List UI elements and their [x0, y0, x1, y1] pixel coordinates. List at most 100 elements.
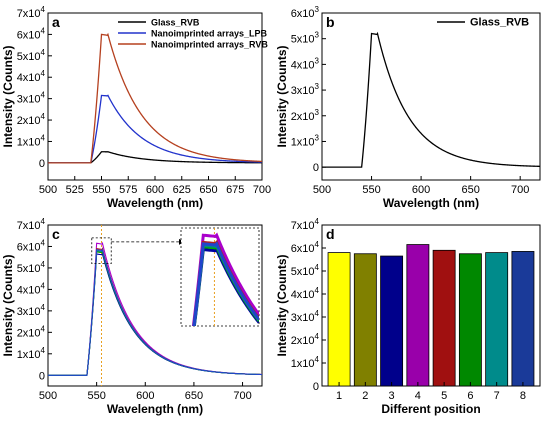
bar-6 — [458, 253, 482, 387]
panel-label: b — [326, 14, 335, 30]
x-tick-label: 600 — [146, 184, 164, 196]
x-tick-label: 550 — [92, 184, 110, 196]
x-tick-label: 1 — [336, 390, 342, 402]
bar-7 — [485, 252, 509, 387]
x-tick-label: 550 — [362, 184, 380, 196]
y-tick-label: 3x103 — [291, 82, 320, 97]
plot-frame — [47, 224, 263, 387]
y-tick-label: 2x103 — [291, 108, 320, 123]
legend: Glass_RVB — [437, 17, 529, 29]
x-tick-label: 650 — [185, 390, 203, 402]
plot-area — [322, 31, 540, 168]
plot-frame — [321, 12, 541, 181]
bar-1 — [327, 252, 351, 387]
x-tick-label: 600 — [136, 390, 154, 402]
series-line-8 — [48, 248, 262, 376]
bar-5 — [432, 249, 456, 387]
series-line-1 — [322, 31, 540, 168]
legend-entry: Nanoimprinted arrays_RVB — [151, 40, 268, 50]
x-tick-label: 525 — [66, 184, 84, 196]
y-axis-label: Intensity (Counts) — [1, 255, 15, 357]
y-axis-label: Intensity (Counts) — [275, 46, 289, 148]
inset-series-line-8 — [192, 241, 259, 326]
x-tick-label: 3 — [389, 390, 395, 402]
legend-entry: Nanoimprinted arrays_LPB — [151, 29, 268, 39]
x-tick-label: 550 — [87, 390, 105, 402]
panel-label: a — [52, 14, 60, 30]
y-tick-label: 3x104 — [17, 303, 46, 318]
x-tick-label: 4 — [415, 390, 421, 402]
y-tick-label: 6x104 — [17, 26, 46, 41]
x-tick-label: 700 — [233, 390, 251, 402]
bar-4 — [406, 244, 430, 387]
x-tick-label: 700 — [253, 184, 271, 196]
y-tick-label: 3x104 — [17, 91, 46, 106]
x-axis-label: Wavelength (nm) — [383, 196, 479, 210]
y-tick-label: 6x104 — [17, 238, 46, 253]
y-tick-label: 7x104 — [17, 5, 46, 20]
x-tick-label: 600 — [412, 184, 430, 196]
plot-area — [48, 32, 262, 164]
bar-2 — [353, 253, 377, 387]
y-tick-label: 6x103 — [291, 5, 320, 20]
y-tick-label: 1x103 — [291, 133, 320, 148]
x-tick-label: 625 — [173, 184, 191, 196]
x-axis-label: Wavelength (nm) — [107, 402, 203, 416]
zoom-box — [91, 237, 112, 265]
y-tick-label: 5x104 — [291, 263, 320, 278]
y-tick-label: 1x104 — [17, 346, 46, 361]
y-tick-label: 1x104 — [17, 133, 46, 148]
y-tick-label: 2x104 — [291, 332, 320, 347]
y-tick-label: 4x104 — [291, 286, 320, 301]
x-axis-label: Different position — [381, 402, 480, 416]
plot-frame — [321, 224, 541, 387]
bar-8 — [511, 251, 535, 387]
x-tick-label: 700 — [511, 184, 529, 196]
panel-d: d Intensity (Counts) Different position 0 1x… — [275, 217, 541, 416]
x-tick-label: 650 — [199, 184, 217, 196]
y-tick-label: 4x103 — [291, 56, 320, 71]
x-tick-label: 575 — [119, 184, 137, 196]
series-line-3 — [48, 32, 262, 164]
y-tick-label: 4x104 — [17, 281, 46, 296]
x-tick-label: 675 — [226, 184, 244, 196]
x-tick-label: 2 — [362, 390, 368, 402]
x-tick-label: 500 — [39, 184, 57, 196]
y-tick-label: 5x104 — [17, 48, 46, 63]
y-tick-label: 2x104 — [17, 324, 46, 339]
y-tick-label: 5x103 — [291, 31, 320, 46]
y-tick-label: 7x104 — [17, 217, 46, 232]
x-tick-label: 6 — [467, 390, 473, 402]
panel-b: b Intensity (Counts) Wavelength (nm) 500 550… — [275, 5, 541, 210]
y-tick-label: 3x104 — [291, 309, 320, 324]
x-tick-label: 650 — [461, 184, 479, 196]
y-axis-label: Intensity (Counts) — [1, 46, 15, 148]
x-axis-label: Wavelength (nm) — [107, 196, 203, 210]
legend-entry: Glass_RVB — [151, 18, 200, 28]
series-line-2 — [48, 94, 262, 164]
y-tick-label: 7x104 — [291, 217, 320, 232]
inset-plot — [191, 228, 259, 326]
panel-label: d — [326, 226, 335, 242]
x-tick-label: 8 — [520, 390, 526, 402]
plot-area — [48, 225, 262, 386]
y-tick-label: 2x104 — [17, 112, 46, 127]
panel-label: c — [52, 226, 60, 242]
y-tick-label: 0 — [39, 158, 45, 170]
y-tick-label: 1x104 — [291, 355, 320, 370]
y-tick-label: 6x104 — [291, 240, 320, 255]
y-tick-label: 0 — [313, 162, 319, 174]
y-tick-label: 5x104 — [17, 260, 46, 275]
panel-c: c Intensity (Counts) Wavelength (nm) 500 550… — [1, 217, 263, 416]
x-tick-label: 5 — [441, 390, 447, 402]
panel-a: a Intensity (Counts) Wavelength (nm) 500 525… — [1, 5, 271, 210]
x-tick-label: 500 — [313, 184, 331, 196]
bar-3 — [380, 255, 404, 387]
x-tick-label: 7 — [494, 390, 500, 402]
y-tick-label: 0 — [39, 370, 45, 382]
x-tick-label: 500 — [39, 390, 57, 402]
legend-entry: Glass_RVB — [470, 17, 529, 29]
y-tick-label: 4x104 — [17, 69, 46, 84]
y-axis-label: Intensity (Counts) — [275, 255, 289, 357]
